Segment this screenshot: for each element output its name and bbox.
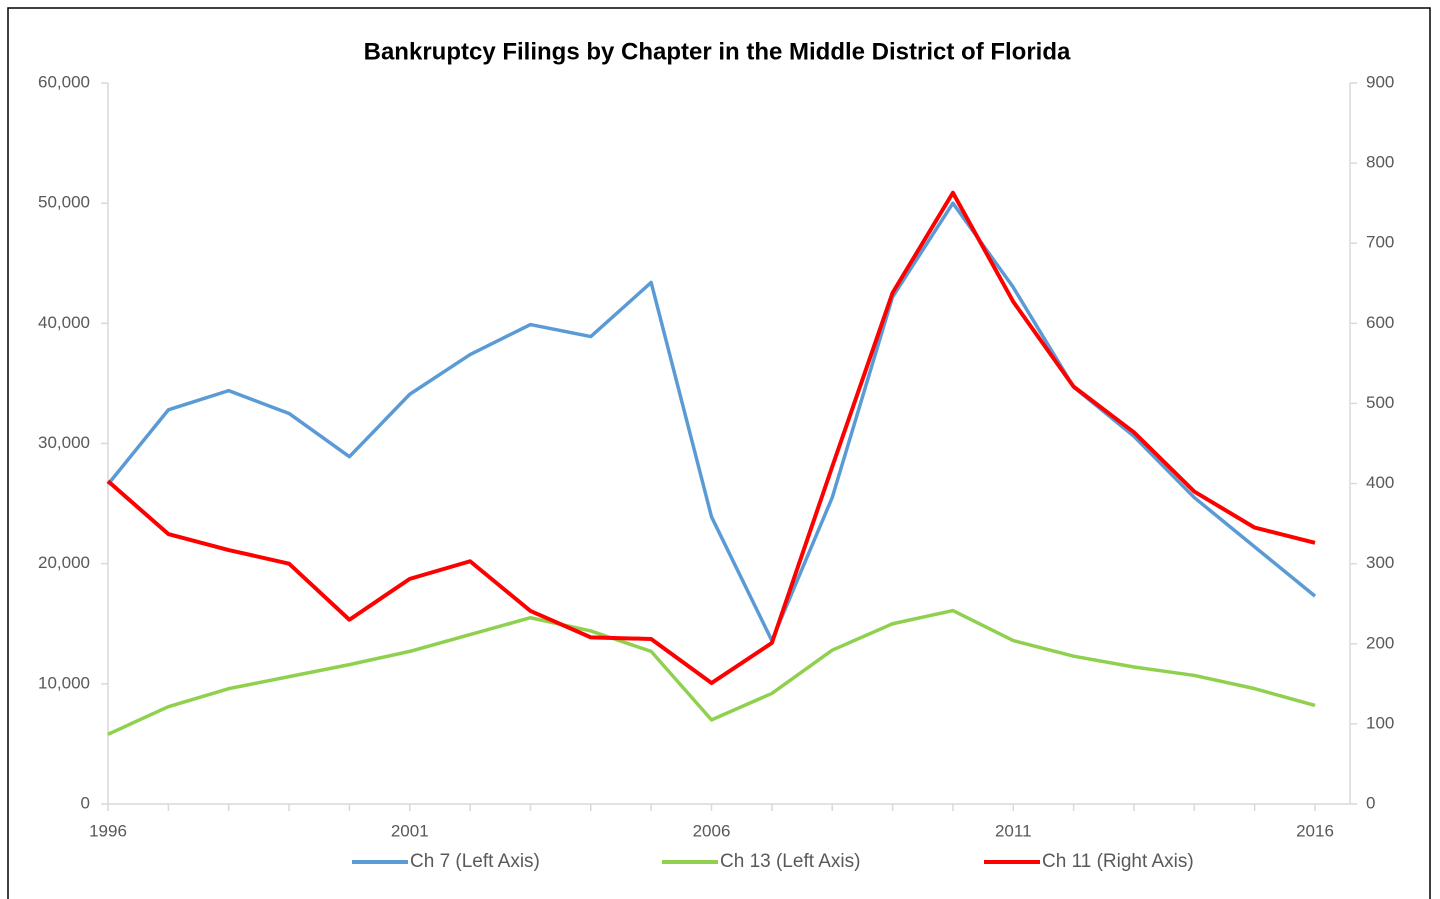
y-tick-label: 40,000	[38, 313, 90, 332]
y2-tick-label: 500	[1366, 393, 1394, 412]
y2-tick-label: 700	[1366, 233, 1394, 252]
y2-tick-label: 0	[1366, 793, 1375, 812]
y-tick-label: 0	[81, 793, 90, 812]
y2-tick-label: 200	[1366, 633, 1394, 652]
data-line	[106, 201, 1317, 643]
x-tick-label: 1996	[89, 821, 127, 840]
x-tick-label: 2001	[391, 821, 429, 840]
legend-label: Ch 13 (Left Axis)	[720, 851, 860, 872]
y2-tick-label: 100	[1366, 713, 1394, 732]
y2-tick-label: 300	[1366, 553, 1394, 572]
y-tick-label: 10,000	[38, 673, 90, 692]
chart-title: Bankruptcy Filings by Chapter in the Mid…	[364, 38, 1071, 65]
y-tick-label: 50,000	[38, 193, 90, 212]
y2-tick-label: 800	[1366, 153, 1394, 172]
x-tick-label: 2006	[693, 821, 731, 840]
y-tick-label: 30,000	[38, 433, 90, 452]
y2-tick-label: 600	[1366, 313, 1394, 332]
data-line	[106, 190, 1316, 686]
legend-label: Ch 11 (Right Axis)	[1042, 851, 1194, 872]
chart-border	[7, 7, 1431, 899]
legend-label: Ch 7 (Left Axis)	[410, 851, 540, 872]
y2-tick-label: 900	[1366, 72, 1394, 91]
x-tick-label: 2016	[1296, 821, 1334, 840]
y-tick-label: 60,000	[38, 72, 90, 91]
y2-tick-label: 400	[1366, 473, 1394, 492]
data-line	[107, 608, 1316, 736]
x-tick-label: 2011	[995, 821, 1032, 840]
y-tick-label: 20,000	[38, 553, 90, 572]
